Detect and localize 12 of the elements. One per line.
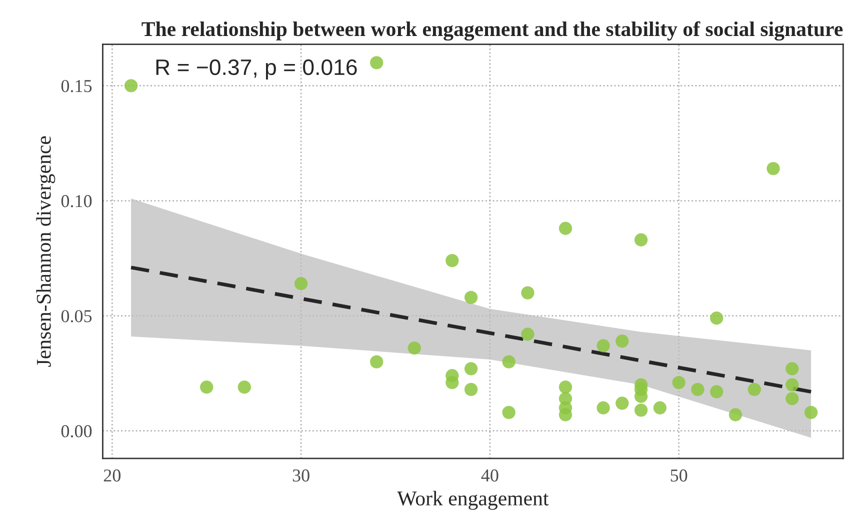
x-tick-label: 30	[292, 469, 310, 482]
annotation: R = −0.37, p = 0.016	[156, 59, 357, 80]
x-tick-label: 40	[481, 469, 498, 482]
y-tick-label: 0.15	[61, 80, 92, 92]
y-tick-label: 0.00	[61, 425, 92, 438]
y-tick-label: 0.10	[61, 195, 92, 208]
chart-title: The relationship between work engagement and the stability of social signature	[142, 21, 843, 41]
x-tick-label: 50	[670, 469, 688, 482]
y-axis-title: Jensen-Shannon divergence	[36, 136, 56, 367]
y-tick-label: 0.05	[61, 310, 92, 322]
x-tick-label: 20	[104, 469, 121, 482]
x-axis-title: Work engagement	[397, 490, 549, 510]
